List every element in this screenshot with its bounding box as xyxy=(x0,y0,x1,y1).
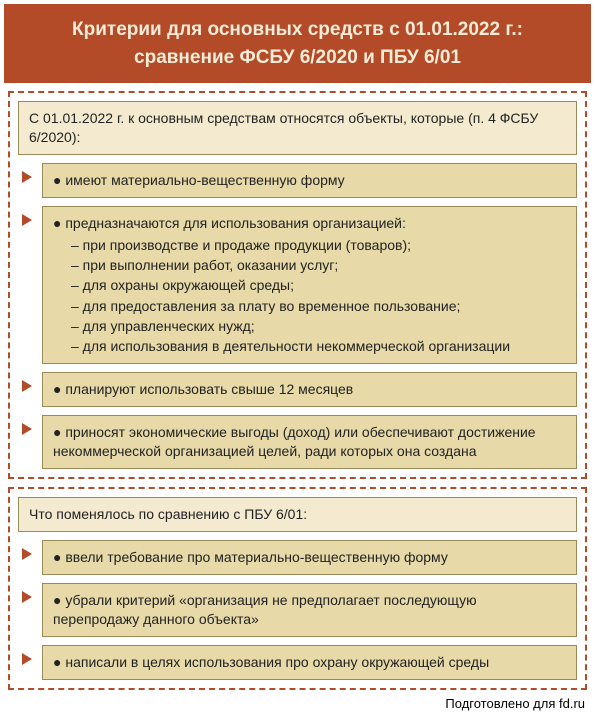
item-text: ● предназначаются для использования орга… xyxy=(53,215,406,231)
item-text: ● приносят экономические выгоды (доход) … xyxy=(53,424,536,459)
item-text: ● имеют материально-вещественную форму xyxy=(53,172,345,188)
criteria-section-title: С 01.01.2022 г. к основным средствам отн… xyxy=(18,101,577,155)
sublist-item: – для предоставления за плату во временн… xyxy=(71,296,566,316)
arrow-icon xyxy=(22,423,32,435)
criteria-item: ● имеют материально-вещественную форму xyxy=(18,163,577,198)
change-item: ● написали в целях использования про охр… xyxy=(18,645,577,680)
arrow-icon xyxy=(22,380,32,392)
arrow-icon xyxy=(22,214,32,226)
arrow-icon xyxy=(22,171,32,183)
item-text: ● планируют использовать свыше 12 месяце… xyxy=(53,381,353,397)
item-sublist: – при производстве и продаже продукции (… xyxy=(71,235,566,357)
criteria-item: ● приносят экономические выгоды (доход) … xyxy=(18,415,577,469)
changes-section: Что поменялось по сравнению с ПБУ 6/01: … xyxy=(8,487,587,689)
item-box: ● убрали критерий «организация не предпо… xyxy=(42,583,577,637)
item-box: ● имеют материально-вещественную форму xyxy=(42,163,577,198)
sublist-item: – для управленческих нужд; xyxy=(71,316,566,336)
sublist-item: – при производстве и продаже продукции (… xyxy=(71,235,566,255)
header-line-1: Критерии для основных средств с 01.01.20… xyxy=(72,19,523,40)
arrow-icon xyxy=(22,548,32,560)
infographic-header: Критерии для основных средств с 01.01.20… xyxy=(4,4,591,83)
arrow-icon xyxy=(22,591,32,603)
sublist-item: – для использования в деятельности неком… xyxy=(71,336,566,356)
item-box: ● предназначаются для использования орга… xyxy=(42,206,577,365)
arrow-icon xyxy=(22,653,32,665)
item-box: ● приносят экономические выгоды (доход) … xyxy=(42,415,577,469)
item-text: ● убрали критерий «организация не предпо… xyxy=(53,592,477,627)
header-line-2: сравнение ФСБУ 6/2020 и ПБУ 6/01 xyxy=(134,47,461,68)
changes-section-title: Что поменялось по сравнению с ПБУ 6/01: xyxy=(18,497,577,532)
change-item: ● ввели требование про материально-вещес… xyxy=(18,540,577,575)
sublist-item: – для охраны окружающей среды; xyxy=(71,275,566,295)
item-box: ● ввели требование про материально-вещес… xyxy=(42,540,577,575)
change-item: ● убрали критерий «организация не предпо… xyxy=(18,583,577,637)
criteria-section: С 01.01.2022 г. к основным средствам отн… xyxy=(8,91,587,479)
item-box: ● написали в целях использования про охр… xyxy=(42,645,577,680)
footer-credit: Подготовлено для fd.ru xyxy=(4,690,591,711)
item-box: ● планируют использовать свыше 12 месяце… xyxy=(42,372,577,407)
criteria-item: ● планируют использовать свыше 12 месяце… xyxy=(18,372,577,407)
item-text: ● написали в целях использования про охр… xyxy=(53,654,489,670)
sublist-item: – при выполнении работ, оказании услуг; xyxy=(71,255,566,275)
criteria-item: ● предназначаются для использования орга… xyxy=(18,206,577,365)
item-text: ● ввели требование про материально-вещес… xyxy=(53,549,448,565)
